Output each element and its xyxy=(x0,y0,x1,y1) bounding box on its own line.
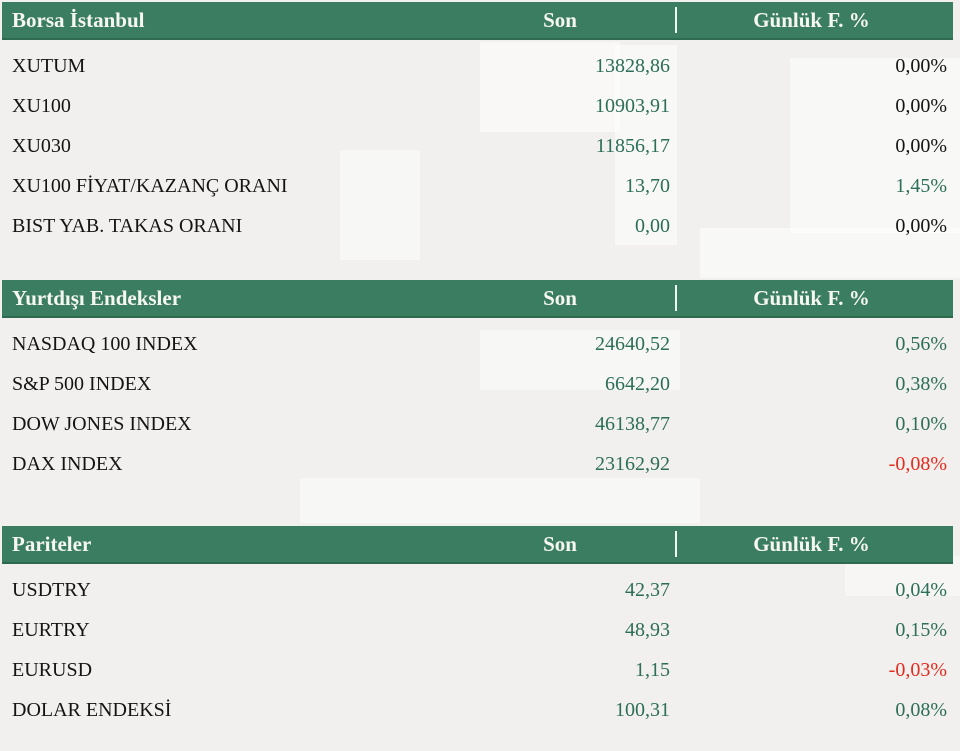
table-row: EURTRY 48,93 0,15% xyxy=(2,610,953,650)
market-table: Yurtdışı Endeksler Son Günlük F. % NASDA… xyxy=(2,280,953,484)
table-row: DAX INDEX 23162,92 -0,08% xyxy=(2,444,953,484)
column-header-son: Son xyxy=(543,285,577,310)
row-son-value: 11856,17 xyxy=(595,134,670,157)
row-label: NASDAQ 100 INDEX xyxy=(12,332,198,355)
table-rows: NASDAQ 100 INDEX 24640,52 0,56% S&P 500 … xyxy=(2,318,953,484)
row-son-value: 23162,92 xyxy=(595,452,670,475)
table-title: Borsa İstanbul xyxy=(12,7,145,32)
row-change-percent: 0,38% xyxy=(895,372,947,395)
row-label: XUTUM xyxy=(12,54,86,77)
row-change-percent: -0,08% xyxy=(888,452,947,475)
table-row: XUTUM 13828,86 0,00% xyxy=(2,46,953,86)
row-label: EURUSD xyxy=(12,658,93,681)
row-change-percent: 0,10% xyxy=(895,412,947,435)
table-header: Borsa İstanbul Son Günlük F. % xyxy=(2,2,953,40)
row-label: USDTRY xyxy=(12,578,91,601)
table-row: DOLAR ENDEKSİ 100,31 0,08% xyxy=(2,690,953,730)
row-change-percent: 0,04% xyxy=(895,578,947,601)
row-son-value: 6642,20 xyxy=(605,372,670,395)
column-header-pct-label: Günlük F. % xyxy=(753,285,870,310)
row-label: XU100 xyxy=(12,94,71,117)
table-row: NASDAQ 100 INDEX 24640,52 0,56% xyxy=(2,324,953,364)
table-row: XU030 11856,17 0,00% xyxy=(2,126,953,166)
row-change-percent: 0,00% xyxy=(895,54,947,77)
row-label: DOLAR ENDEKSİ xyxy=(12,698,172,721)
row-change-percent: 0,08% xyxy=(895,698,947,721)
row-label: BIST YAB. TAKAS ORANI xyxy=(12,214,243,237)
market-table: Pariteler Son Günlük F. % USDTRY 42,37 0… xyxy=(2,526,953,730)
row-son-value: 1,15 xyxy=(635,658,670,681)
column-header-son: Son xyxy=(543,7,577,32)
row-change-percent: 0,00% xyxy=(895,94,947,117)
row-son-value: 42,37 xyxy=(625,578,670,601)
header-divider xyxy=(675,531,677,557)
row-change-percent: 0,00% xyxy=(895,214,947,237)
row-son-value: 13828,86 xyxy=(595,54,670,77)
row-label: XU100 FİYAT/KAZANÇ ORANI xyxy=(12,174,288,197)
row-change-percent: -0,03% xyxy=(888,658,947,681)
column-header-pct: Günlük F. % xyxy=(670,526,953,562)
row-change-percent: 0,00% xyxy=(895,134,947,157)
column-header-pct-label: Günlük F. % xyxy=(753,7,870,32)
table-header: Pariteler Son Günlük F. % xyxy=(2,526,953,564)
table-row: XU100 10903,91 0,00% xyxy=(2,86,953,126)
row-label: DOW JONES INDEX xyxy=(12,412,192,435)
row-label: EURTRY xyxy=(12,618,90,641)
table-row: S&P 500 INDEX 6642,20 0,38% xyxy=(2,364,953,404)
row-son-value: 46138,77 xyxy=(595,412,670,435)
table-header: Yurtdışı Endeksler Son Günlük F. % xyxy=(2,280,953,318)
row-change-percent: 0,56% xyxy=(895,332,947,355)
column-header-pct: Günlük F. % xyxy=(670,280,953,316)
row-son-value: 48,93 xyxy=(625,618,670,641)
tables-container: Borsa İstanbul Son Günlük F. % XUTUM 138… xyxy=(2,2,953,730)
row-label: S&P 500 INDEX xyxy=(12,372,152,395)
table-rows: XUTUM 13828,86 0,00% XU100 10903,91 0,00… xyxy=(2,40,953,246)
table-rows: USDTRY 42,37 0,04% EURTRY 48,93 0,15% EU… xyxy=(2,564,953,730)
column-header-pct-label: Günlük F. % xyxy=(753,531,870,556)
row-son-value: 100,31 xyxy=(615,698,670,721)
row-label: XU030 xyxy=(12,134,71,157)
table-row: BIST YAB. TAKAS ORANI 0,00 0,00% xyxy=(2,206,953,246)
table-title: Pariteler xyxy=(12,531,92,556)
table-row: XU100 FİYAT/KAZANÇ ORANI 13,70 1,45% xyxy=(2,166,953,206)
row-change-percent: 1,45% xyxy=(895,174,947,197)
row-son-value: 0,00 xyxy=(635,214,670,237)
table-row: USDTRY 42,37 0,04% xyxy=(2,570,953,610)
row-son-value: 13,70 xyxy=(625,174,670,197)
table-title: Yurtdışı Endeksler xyxy=(12,285,182,310)
row-change-percent: 0,15% xyxy=(895,618,947,641)
header-divider xyxy=(675,285,677,311)
header-divider xyxy=(675,7,677,33)
market-table: Borsa İstanbul Son Günlük F. % XUTUM 138… xyxy=(2,2,953,246)
table-row: DOW JONES INDEX 46138,77 0,10% xyxy=(2,404,953,444)
column-header-son: Son xyxy=(543,531,577,556)
column-header-pct: Günlük F. % xyxy=(670,2,953,38)
row-son-value: 10903,91 xyxy=(595,94,670,117)
row-label: DAX INDEX xyxy=(12,452,123,475)
row-son-value: 24640,52 xyxy=(595,332,670,355)
table-row: EURUSD 1,15 -0,03% xyxy=(2,650,953,690)
